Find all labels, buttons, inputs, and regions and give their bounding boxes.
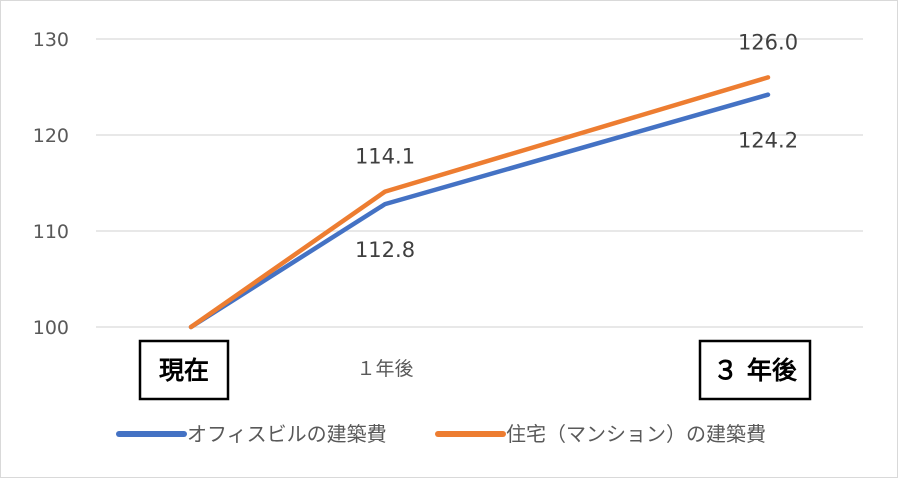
legend-label-1: オフィスビルの建築費 <box>187 422 387 446</box>
y-tick-label: 100 <box>33 317 69 339</box>
y-tick-label: 130 <box>33 29 69 51</box>
data-label: 112.8 <box>355 238 415 262</box>
category-label: ３ 年後 <box>713 356 798 385</box>
series-line-2 <box>188 75 771 330</box>
category-label-box <box>698 339 812 401</box>
y-tick-label: 120 <box>33 125 69 147</box>
y-tick-label: 110 <box>33 221 69 243</box>
series-line-1 <box>188 92 771 330</box>
data-label: 124.2 <box>738 129 798 153</box>
legend-label-2: 住宅（マンション）の建築費 <box>506 422 766 446</box>
category-label-box <box>138 339 230 401</box>
category-label: １年後 <box>356 358 413 380</box>
data-label: 126.0 <box>738 30 798 54</box>
data-label: 114.1 <box>355 145 415 169</box>
category-label: 現在 <box>159 356 209 385</box>
